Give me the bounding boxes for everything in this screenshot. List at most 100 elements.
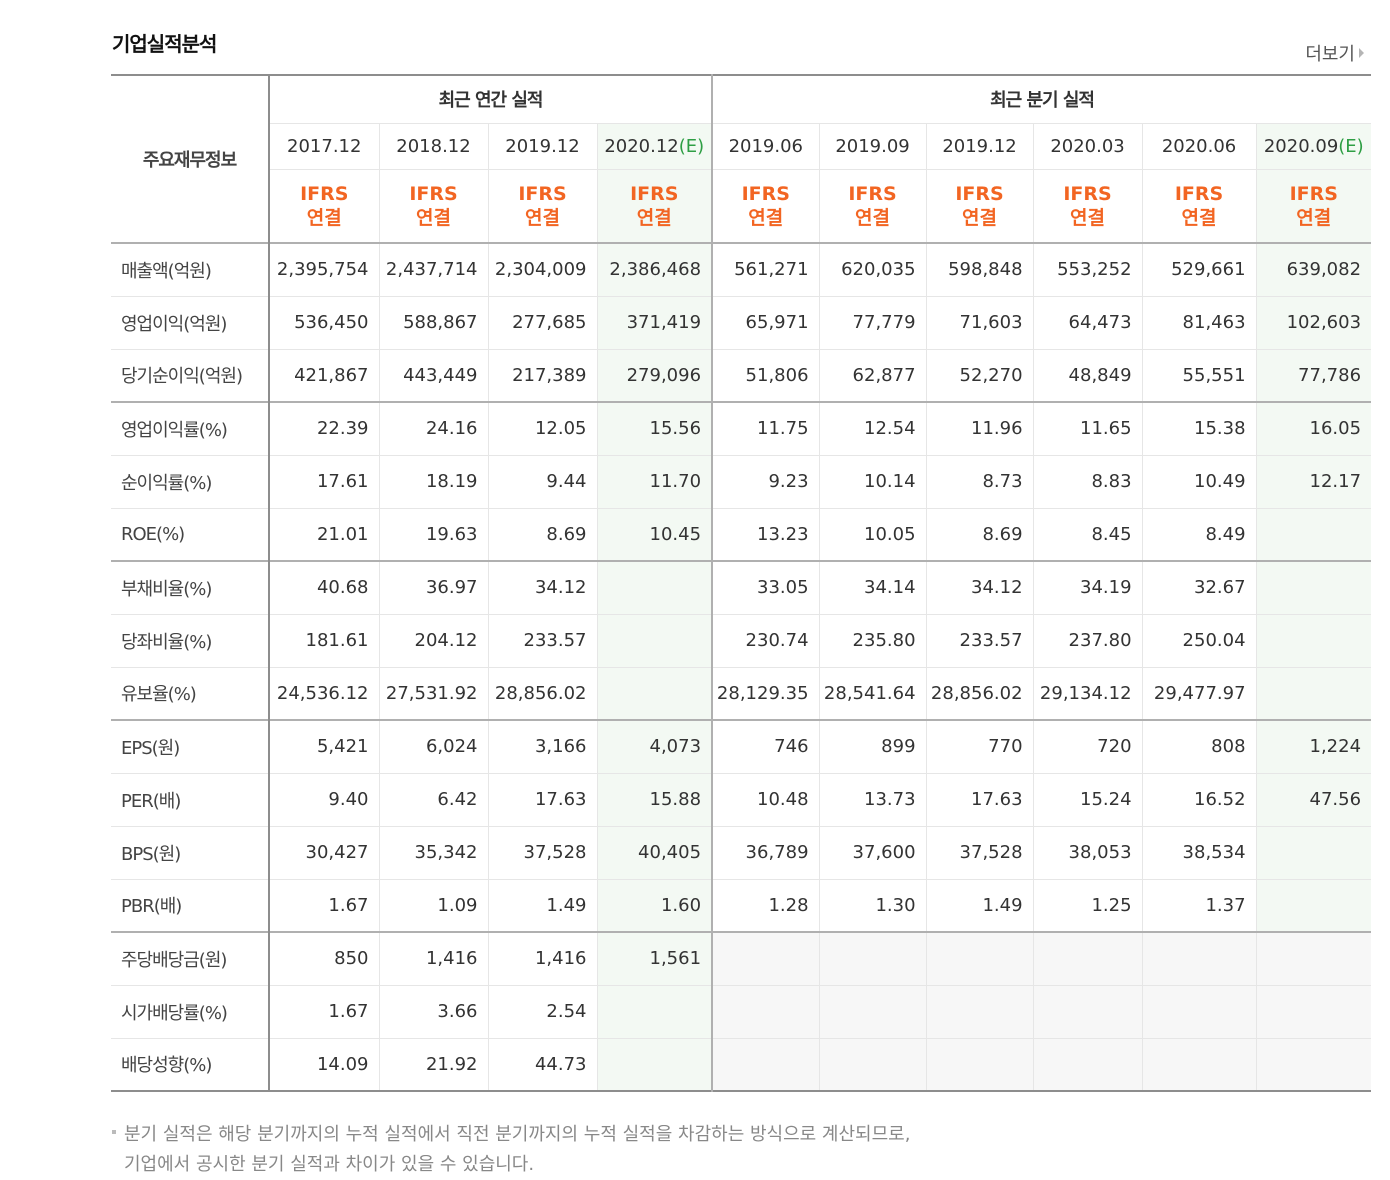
row-label: 유보율(%) [111, 666, 270, 721]
annual-value-cell: 6.42 [378, 772, 489, 827]
quarter-value-cell [818, 931, 927, 986]
row-label: 부채비율(%) [111, 560, 270, 615]
quarter-value-cell [1255, 931, 1372, 986]
more-link[interactable]: 더보기 [1305, 40, 1364, 66]
ifrs-badge: IFRS 연결 [1141, 168, 1257, 244]
footnote-line-2: 기업에서 공시한 분기 실적과 차이가 있을 수 있습니다. [124, 1154, 535, 1175]
annual-value-cell: 40,405 [596, 825, 714, 880]
quarter-value-cell [1255, 984, 1372, 1039]
annual-value-cell: 181.61 [268, 613, 380, 668]
quarter-value-cell: 11.75 [711, 401, 820, 456]
annual-value-cell: 279,096 [596, 348, 714, 403]
annual-value-cell: 277,685 [487, 295, 598, 350]
ifrs-badge: IFRS 연결 [378, 168, 489, 244]
table-row: ROE(%) 21.01 19.63 8.69 10.45 13.23 10.05 8.69 8… [111, 507, 1372, 562]
quarter-value-cell: 17.63 [925, 772, 1034, 827]
annual-value-cell: 1.67 [268, 878, 380, 933]
quarter-value-cell: 237.80 [1032, 613, 1143, 668]
ifrs-badge: IFRS 연결 [1032, 168, 1143, 244]
row-label: 당좌비율(%) [111, 613, 270, 668]
ifrs-label: IFRS [630, 182, 679, 205]
quarter-value-cell: 77,786 [1255, 348, 1372, 403]
quarter-value-cell: 720 [1032, 719, 1143, 774]
quarter-value-cell [711, 984, 820, 1039]
annual-value-cell: 6,024 [378, 719, 489, 774]
ifrs-label: IFRS [848, 182, 897, 205]
quarter-value-cell [711, 931, 820, 986]
row-label: 시가배당률(%) [111, 984, 270, 1039]
quarter-value-cell: 9.23 [711, 454, 820, 509]
quarter-value-cell: 8.69 [925, 507, 1034, 562]
ifrs-label: IFRS [1289, 182, 1338, 205]
annual-value-cell [596, 1037, 714, 1092]
annual-value-cell [596, 613, 714, 668]
quarter-value-cell: 639,082 [1255, 242, 1372, 297]
consolidated-label: 연결 [1181, 206, 1217, 229]
annual-value-cell: 19.63 [378, 507, 489, 562]
period-label: 2020.12 [604, 135, 679, 157]
table-row: 주당배당금(원) 850 1,416 1,416 1,561 [111, 931, 1372, 986]
quarter-value-cell: 8.45 [1032, 507, 1143, 562]
consolidated-label: 연결 [1070, 206, 1106, 229]
quarter-value-cell: 81,463 [1141, 295, 1257, 350]
quarter-value-cell [1255, 507, 1372, 562]
annual-value-cell: 22.39 [268, 401, 380, 456]
annual-value-cell: 850 [268, 931, 380, 986]
period-label: 2020.06 [1161, 135, 1237, 157]
quarter-value-cell: 620,035 [818, 242, 927, 297]
annual-value-cell: 2.54 [487, 984, 598, 1039]
table-row: BPS(원) 30,427 35,342 37,528 40,405 36,789 37,6… [111, 825, 1372, 880]
quarter-value-cell [1032, 984, 1143, 1039]
quarter-value-cell [1255, 825, 1372, 880]
ifrs-label: IFRS [409, 182, 458, 205]
period-label: 2018.12 [396, 135, 471, 157]
ifrs-badge: IFRS 연결 [596, 168, 714, 244]
quarter-value-cell [925, 984, 1034, 1039]
consolidated-label: 연결 [1296, 206, 1332, 229]
annual-value-cell: 1,416 [378, 931, 489, 986]
quarter-value-cell: 29,134.12 [1032, 666, 1143, 721]
header-row-ifrs: IFRS 연결 IFRS 연결 IFRS 연결 IFRS 연결 IFRS 연결 IFRS 연결 IFRS… [111, 168, 1372, 244]
consolidated-label: 연결 [962, 206, 998, 229]
row-label: PBR(배) [111, 878, 270, 933]
quarter-value-cell: 1.28 [711, 878, 820, 933]
quarter-value-cell: 10.14 [818, 454, 927, 509]
annual-value-cell: 588,867 [378, 295, 489, 350]
annual-value-cell: 1.60 [596, 878, 714, 933]
annual-value-cell [596, 666, 714, 721]
quarter-value-cell: 38,534 [1141, 825, 1257, 880]
annual-value-cell: 1.67 [268, 984, 380, 1039]
annual-value-cell: 4,073 [596, 719, 714, 774]
quarter-value-cell: 33.05 [711, 560, 820, 615]
ifrs-label: IFRS [300, 182, 349, 205]
ifrs-label: IFRS [741, 182, 790, 205]
quarter-value-cell: 47.56 [1255, 772, 1372, 827]
quarter-value-cell: 51,806 [711, 348, 820, 403]
table-row: 시가배당률(%) 1.67 3.66 2.54 [111, 984, 1372, 1039]
quarter-value-cell: 808 [1141, 719, 1257, 774]
row-label: 배당성향(%) [111, 1037, 270, 1092]
consolidated-label: 연결 [416, 206, 451, 229]
annual-value-cell: 371,419 [596, 295, 714, 350]
row-label: 주당배당금(원) [111, 931, 270, 986]
ifrs-label: IFRS [955, 182, 1004, 205]
more-link-label: 더보기 [1305, 44, 1355, 65]
quarter-value-cell: 561,271 [711, 242, 820, 297]
quarter-value-cell: 553,252 [1032, 242, 1143, 297]
estimate-mark: (E) [678, 135, 705, 157]
annual-value-cell: 40.68 [268, 560, 380, 615]
period-header: 2018.12 [378, 122, 489, 170]
quarter-value-cell: 65,971 [711, 295, 820, 350]
annual-value-cell: 233.57 [487, 613, 598, 668]
annual-value-cell: 27,531.92 [378, 666, 489, 721]
row-label: PER(배) [111, 772, 270, 827]
quarter-value-cell [1032, 1037, 1143, 1092]
annual-value-cell: 24,536.12 [268, 666, 380, 721]
bullet-icon [112, 1130, 116, 1134]
quarter-value-cell: 28,856.02 [925, 666, 1034, 721]
annual-value-cell: 15.88 [596, 772, 714, 827]
header-row-periods: 2017.12 2018.12 2019.12 2020.12(E) 2019.06 20… [111, 122, 1372, 170]
quarter-value-cell [925, 1037, 1034, 1092]
row-label: 영업이익률(%) [111, 401, 270, 456]
ifrs-badge: IFRS 연결 [1255, 168, 1372, 244]
